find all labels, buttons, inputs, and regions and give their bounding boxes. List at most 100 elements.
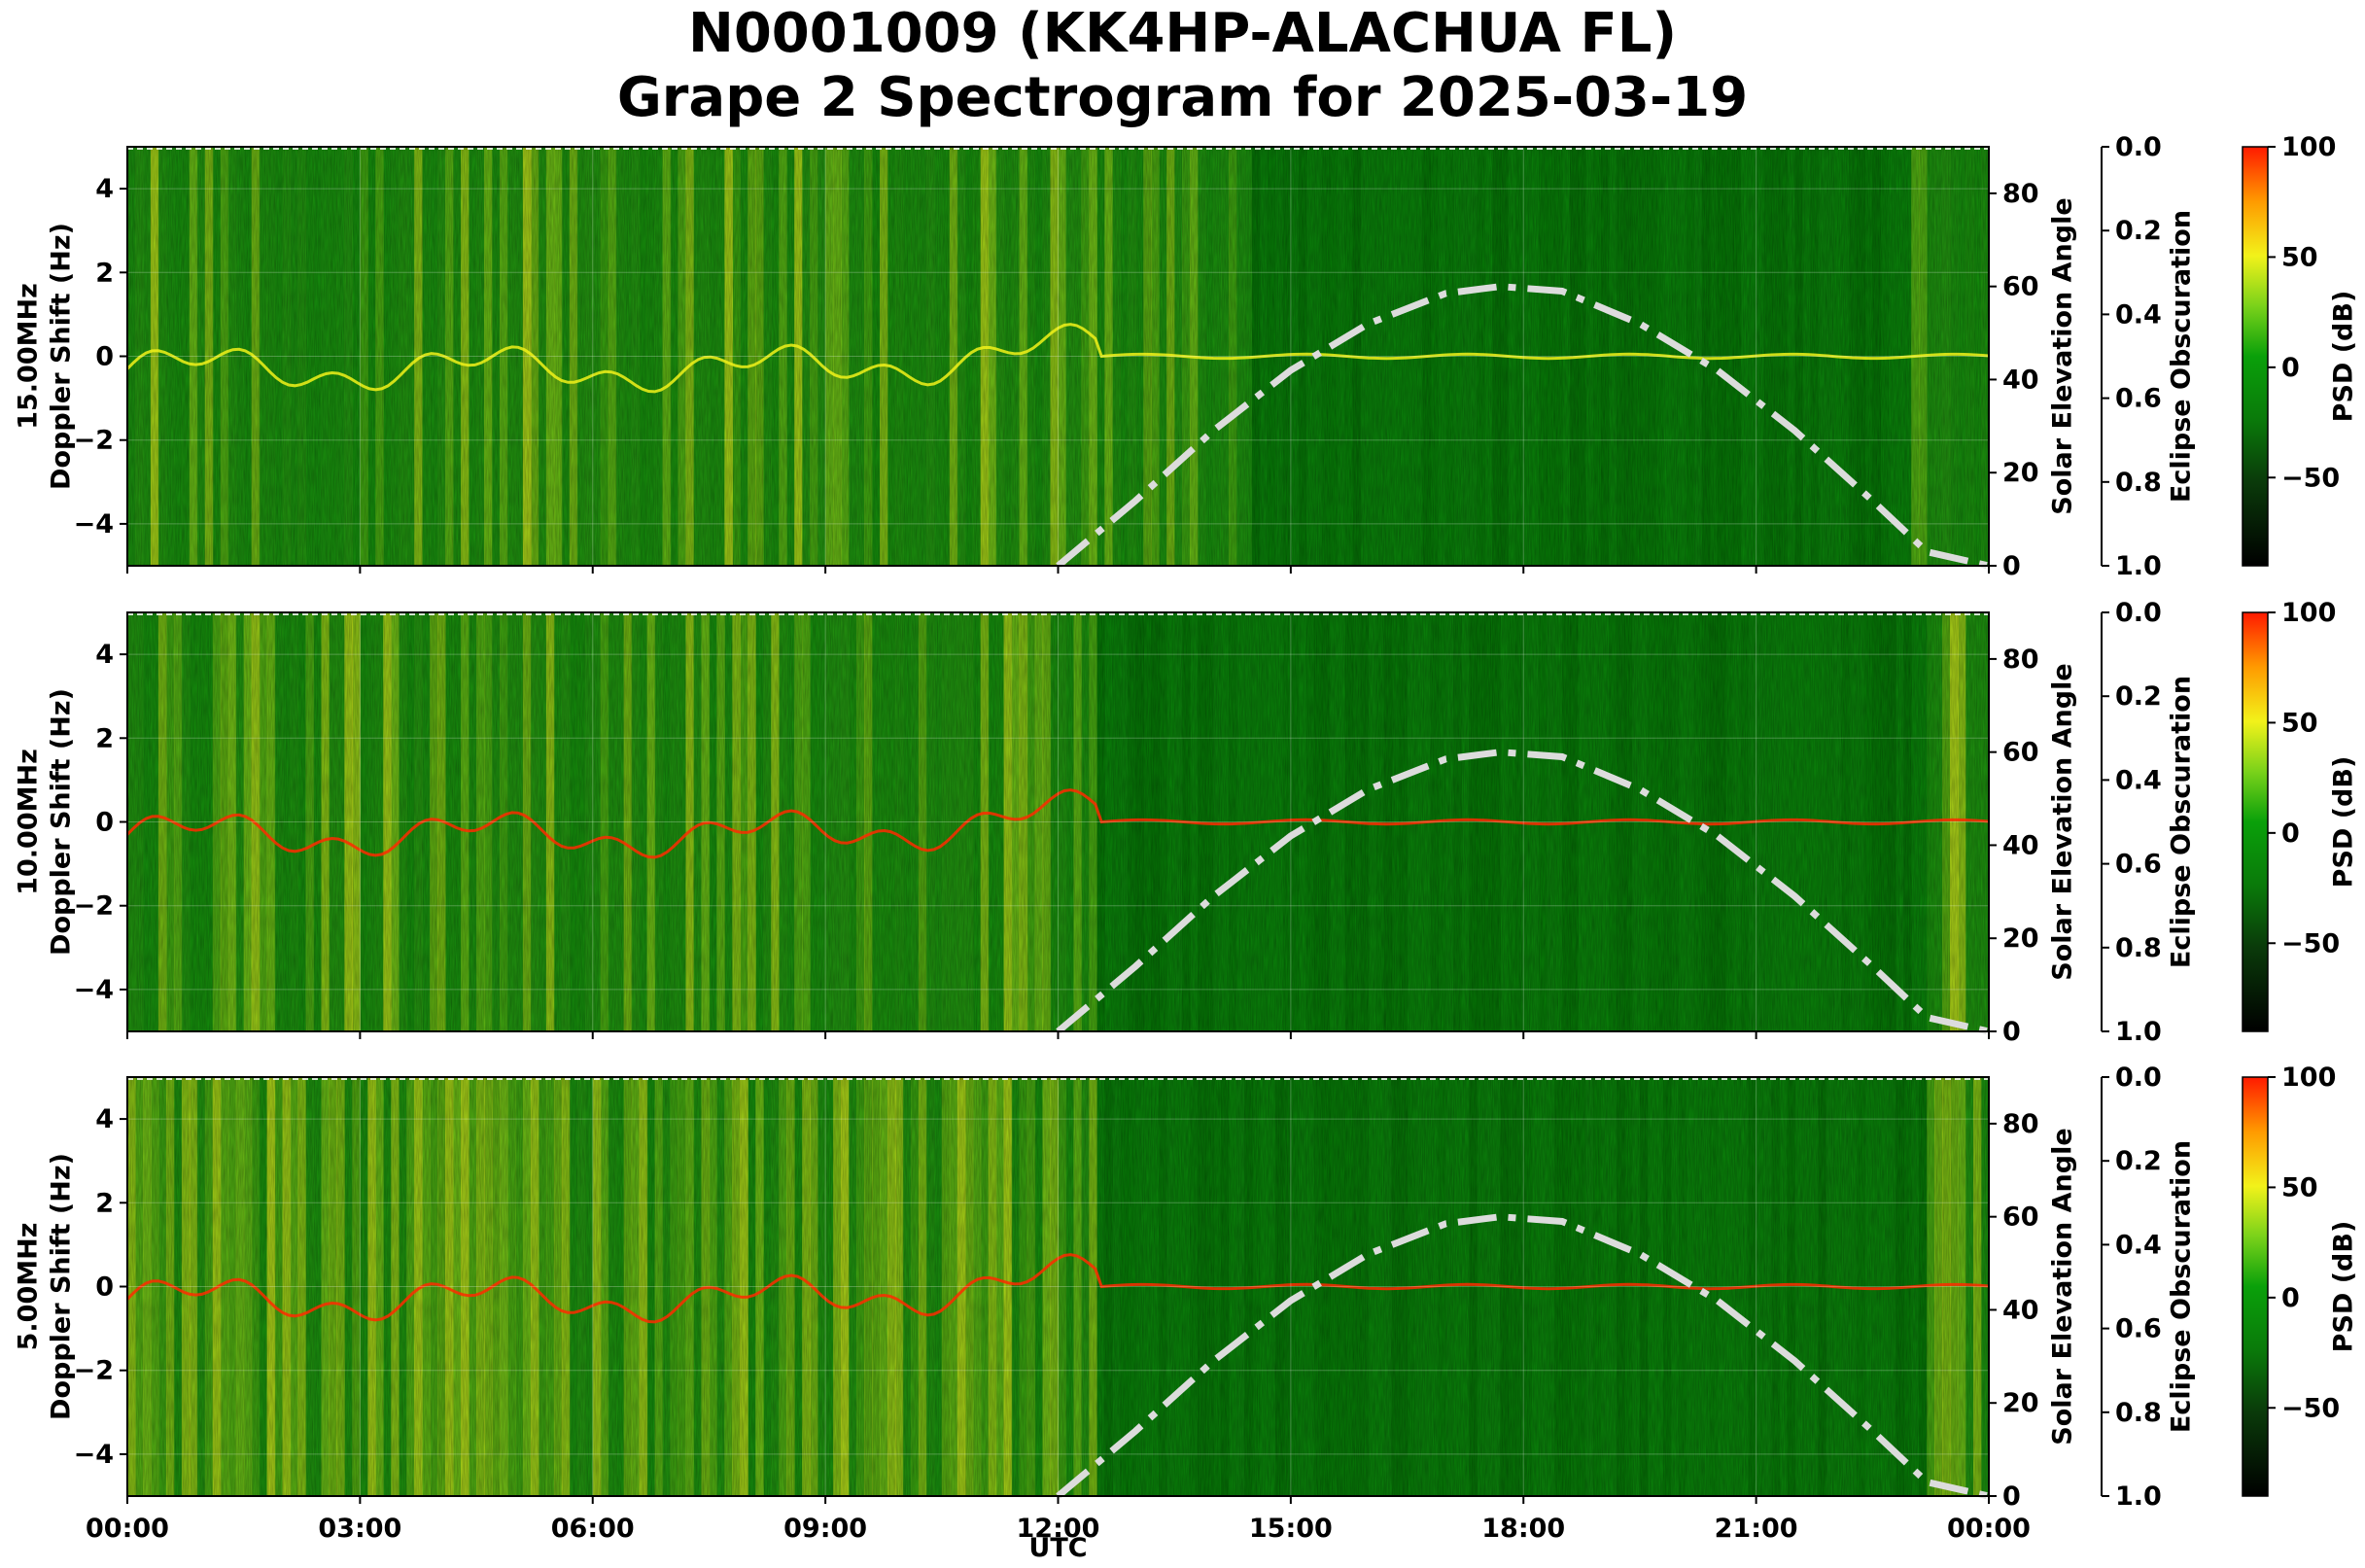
solar-elevation-curve [1056,749,1990,1035]
doppler-tick-label: 4 [95,174,114,204]
solar-axis-label: Solar Elevation Angle [2048,197,2078,514]
panel-10.00MHz: −4 −2 0 2 4 10.00MHz Doppler Shift (Hz) 0 20 40 60… [14,598,2359,1047]
eclipse-tick-label: 0.6 [2115,850,2162,880]
colorbar-tick-label: 50 [2281,1172,2318,1202]
solar-tick-label: 60 [2002,1202,2039,1233]
eclipse-tick-label: 0.2 [2115,681,2162,712]
eclipse-tick-label: 0.2 [2115,1146,2162,1176]
doppler-axis-label: Doppler Shift (Hz) [47,688,77,956]
grid [127,1077,1989,1496]
x-tick-label: 06:00 [551,1514,635,1544]
colorbar-tick-label: 100 [2281,132,2336,162]
eclipse-tick-label: 0.0 [2115,598,2162,628]
colorbar-tick-label: 0 [2281,1283,2300,1313]
colorbar-tick-label: −50 [2281,463,2340,493]
colorbar-tick-label: 0 [2281,353,2300,383]
doppler-tick-label: 0 [95,1272,114,1303]
doppler-tick-label: −4 [74,1440,114,1470]
colorbar-tick-label: 100 [2281,598,2336,628]
eclipse-tick-label: 0.0 [2115,132,2162,162]
solar-tick-label: 0 [2002,1017,2021,1047]
solar-tick-label: 0 [2002,1481,2021,1512]
eclipse-axis-label: Eclipse Obscuration [2167,676,2197,968]
solar-tick-label: 60 [2002,738,2039,768]
solar-elevation-curve [1056,1213,1990,1500]
x-tick-label: 03:00 [318,1514,401,1544]
solar-tick-label: 80 [2002,1109,2039,1139]
colorbar-tick-label: −50 [2281,1393,2340,1423]
colorbar [2242,1076,2269,1497]
solar-tick-label: 40 [2002,1295,2039,1325]
x-tick-label: 21:00 [1715,1514,1798,1544]
eclipse-tick-label: 0.4 [2115,765,2162,795]
solar-tick-label: 80 [2002,645,2039,675]
eclipse-tick-label: 1.0 [2115,551,2162,581]
panel-5.00MHz: −4 −2 0 2 4 5.00MHz Doppler Shift (Hz) 0 20 40 60 8… [14,1063,2359,1544]
doppler-tick-label: 2 [95,258,114,288]
doppler-tick-label: 4 [95,640,114,670]
solar-tick-label: 20 [2002,923,2039,954]
doppler-axis-label: 5.00MHz [14,1223,44,1351]
title-line-1: N0001009 (KK4HP-ALACHUA FL) [687,2,1678,65]
eclipse-tick-label: 1.0 [2115,1481,2162,1512]
eclipse-tick-label: 0.0 [2115,1063,2162,1093]
doppler-tick-label: −2 [74,426,114,456]
solar-axis-label: Solar Elevation Angle [2048,1128,2078,1445]
colorbar-tick-label: 50 [2281,708,2318,738]
solar-axis-label: Solar Elevation Angle [2048,663,2078,980]
colorbar-label: PSD (dB) [2329,756,2359,889]
colorbar-tick-label: −50 [2281,928,2340,958]
solar-tick-label: 40 [2002,830,2039,860]
x-tick-label: 00:00 [86,1514,169,1544]
colorbar-label: PSD (dB) [2329,1221,2359,1353]
x-tick-label: 00:00 [1947,1514,2031,1544]
colorbar-tick-label: 0 [2281,819,2300,849]
doppler-tick-label: −4 [74,509,114,540]
eclipse-tick-label: 0.4 [2115,1230,2162,1260]
solar-tick-label: 0 [2002,551,2021,581]
eclipse-tick-label: 0.2 [2115,216,2162,246]
x-axis-label: UTC [1028,1533,1087,1563]
x-tick-label: 09:00 [783,1514,867,1544]
chart-title: N0001009 (KK4HP-ALACHUA FL) Grape 2 Spec… [0,2,2365,130]
carrier-trace [125,323,1990,394]
x-tick-label: 18:00 [1481,1514,1565,1544]
doppler-tick-label: −2 [74,891,114,922]
eclipse-tick-label: 1.0 [2115,1017,2162,1047]
doppler-axis-label: Doppler Shift (Hz) [47,223,77,490]
eclipse-tick-label: 0.8 [2115,468,2162,498]
doppler-tick-label: −2 [74,1356,114,1386]
solar-tick-label: 20 [2002,1388,2039,1418]
eclipse-tick-label: 0.8 [2115,933,2162,963]
eclipse-tick-label: 0.6 [2115,1314,2162,1344]
doppler-tick-label: 2 [95,1188,114,1218]
colorbar-tick-label: 100 [2281,1063,2336,1093]
solar-tick-label: 20 [2002,458,2039,488]
doppler-axis-label: 10.00MHz [14,749,44,895]
doppler-axis-label: Doppler Shift (Hz) [47,1153,77,1420]
doppler-tick-label: 4 [95,1104,114,1134]
eclipse-axis-label: Eclipse Obscuration [2167,1140,2197,1433]
carrier-trace [125,1253,1990,1324]
eclipse-tick-label: 0.8 [2115,1398,2162,1428]
doppler-tick-label: 0 [95,808,114,838]
title-line-2: Grape 2 Spectrogram for 2025-03-19 [616,66,1749,129]
doppler-axis-label: 15.00MHz [14,283,44,430]
colorbar-tick-label: 50 [2281,242,2318,272]
carrier-trace [125,788,1990,859]
doppler-tick-label: 0 [95,342,114,372]
colorbar-label: PSD (dB) [2329,291,2359,423]
colorbar [2242,146,2269,567]
eclipse-tick-label: 0.4 [2115,299,2162,330]
doppler-tick-label: −4 [74,975,114,1005]
grid [127,147,1989,566]
eclipse-axis-label: Eclipse Obscuration [2167,210,2197,503]
solar-elevation-curve [1056,283,1990,570]
doppler-tick-label: 2 [95,723,114,753]
solar-tick-label: 80 [2002,179,2039,209]
x-tick-label: 12:00 [1017,1514,1100,1544]
solar-tick-label: 60 [2002,272,2039,302]
colorbar [2242,611,2269,1032]
grid [127,612,1989,1031]
